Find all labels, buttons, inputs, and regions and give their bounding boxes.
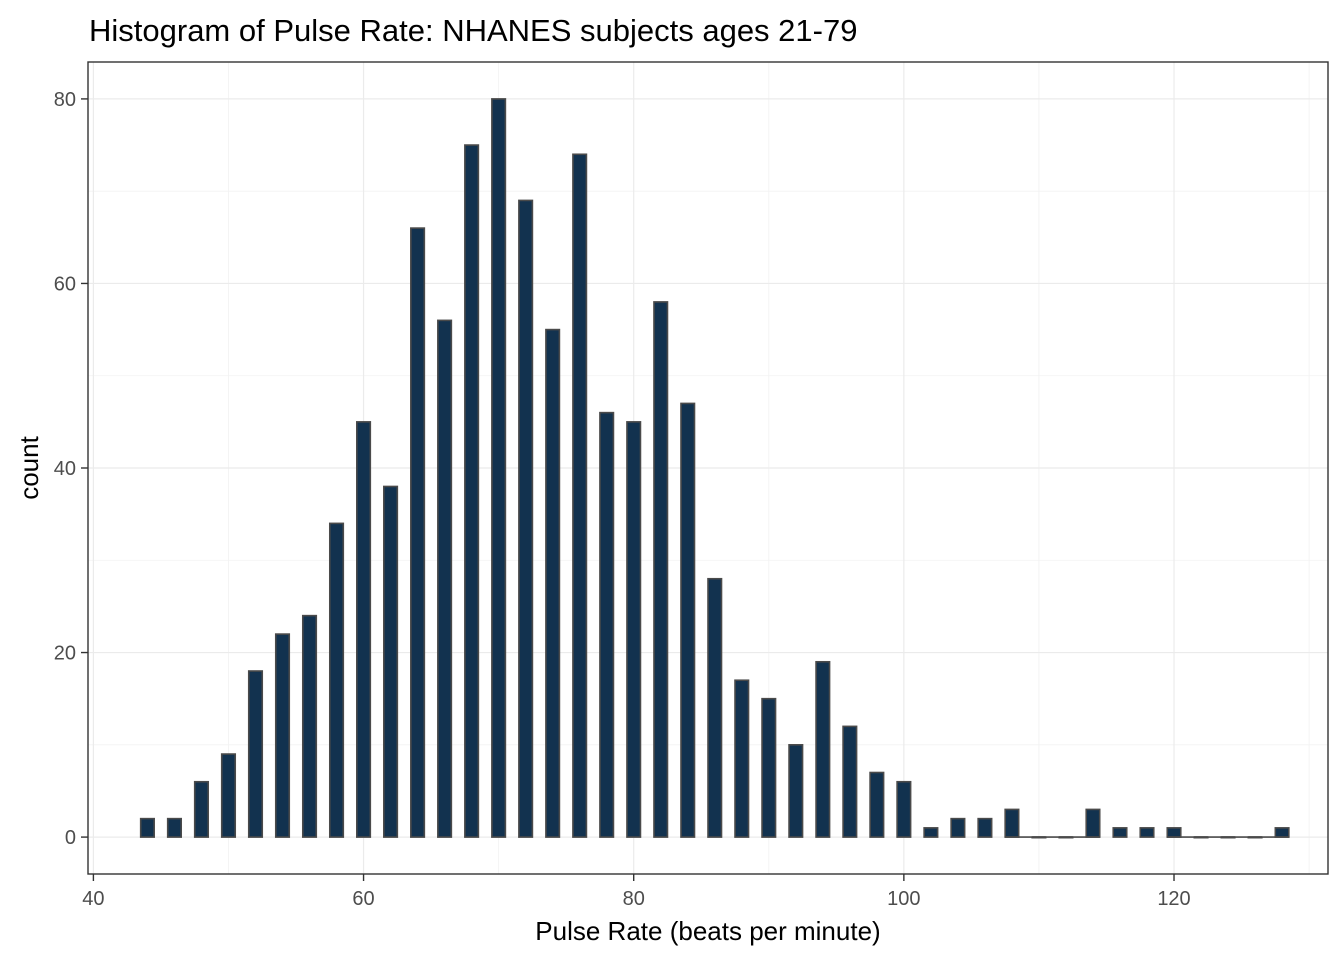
x-axis: 40 60 80 100 120 <box>82 874 1191 910</box>
histogram-bar <box>896 780 912 838</box>
histogram-bar <box>356 421 372 838</box>
histogram-bar <box>247 670 264 838</box>
histogram-bar <box>1274 827 1290 838</box>
y-tick-label: 40 <box>54 458 76 480</box>
histogram-bar <box>950 817 966 838</box>
histogram-bar <box>815 660 831 838</box>
histogram-bar <box>599 411 615 838</box>
x-axis-title: Pulse Rate (beats per minute) <box>535 916 880 946</box>
y-tick-label: 20 <box>54 643 76 665</box>
y-axis: 0 20 40 60 80 <box>54 89 88 849</box>
x-tick-label: 80 <box>623 888 645 910</box>
histogram-bar <box>274 633 291 838</box>
histogram-bar <box>518 199 534 838</box>
x-tick-label: 120 <box>1157 888 1190 910</box>
histogram-bar <box>328 522 345 838</box>
x-tick-label: 100 <box>887 888 920 910</box>
histogram-bar <box>653 301 669 838</box>
histogram-bar <box>626 421 642 838</box>
histogram-bar <box>166 817 183 838</box>
histogram-bar <box>680 402 696 838</box>
histogram-bar <box>788 744 804 838</box>
histogram-bar <box>1166 827 1182 838</box>
histogram-bar <box>761 697 777 838</box>
histogram-bar <box>869 771 885 838</box>
histogram-bar <box>545 328 561 838</box>
x-tick-label: 40 <box>82 888 104 910</box>
histogram-bar <box>410 227 426 838</box>
histogram-bar <box>139 817 155 838</box>
histogram-bar <box>1085 808 1101 838</box>
bars <box>139 98 1290 839</box>
y-tick-label: 60 <box>54 273 76 295</box>
histogram-bar <box>464 144 480 838</box>
y-tick-label: 0 <box>65 827 76 849</box>
histogram-bar <box>491 98 507 838</box>
histogram-bar <box>923 827 939 838</box>
histogram-bar <box>383 485 399 838</box>
histogram-bar <box>707 577 723 838</box>
histogram-bar <box>301 614 318 838</box>
histogram-bar <box>734 679 750 838</box>
histogram-bar <box>572 153 588 838</box>
chart-title: Histogram of Pulse Rate: NHANES subjects… <box>89 13 857 48</box>
histogram-bar <box>193 780 210 838</box>
histogram-bar <box>220 753 237 838</box>
histogram-bar <box>1112 827 1128 838</box>
y-axis-title: count <box>14 435 44 499</box>
x-tick-label: 60 <box>352 888 374 910</box>
y-tick-label: 80 <box>54 89 76 111</box>
histogram-bar <box>437 319 453 838</box>
histogram-bar <box>1004 808 1020 838</box>
histogram-bar <box>842 725 858 838</box>
histogram-bar <box>977 817 993 838</box>
histogram-bar <box>1139 827 1155 838</box>
